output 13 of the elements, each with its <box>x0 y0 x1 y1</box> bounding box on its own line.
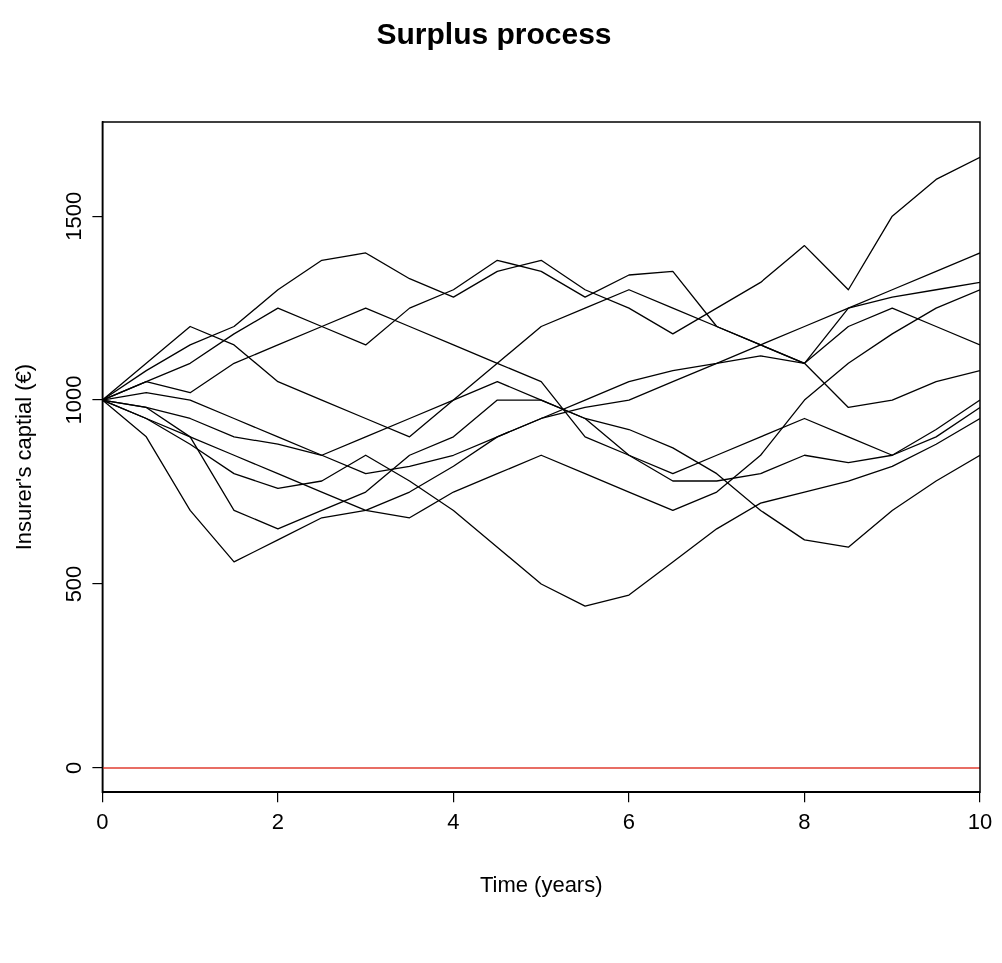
x-tick-label: 2 <box>271 809 285 835</box>
y-tick-label: 1500 <box>61 191 87 241</box>
y-tick-label: 1000 <box>61 375 87 425</box>
chart-title: Surplus process <box>376 17 612 51</box>
y-tick-label: 500 <box>61 565 87 603</box>
x-tick-label: 10 <box>967 809 993 835</box>
y-axis-title: Insurer's captial (€) <box>11 363 37 551</box>
x-axis-title: Time (years) <box>479 871 603 897</box>
x-tick-label: 4 <box>447 809 460 835</box>
y-tick-label: 0 <box>61 761 87 775</box>
x-tick-label: 0 <box>96 809 109 835</box>
x-tick-label: 8 <box>798 809 811 835</box>
x-tick-label: 6 <box>622 809 636 835</box>
